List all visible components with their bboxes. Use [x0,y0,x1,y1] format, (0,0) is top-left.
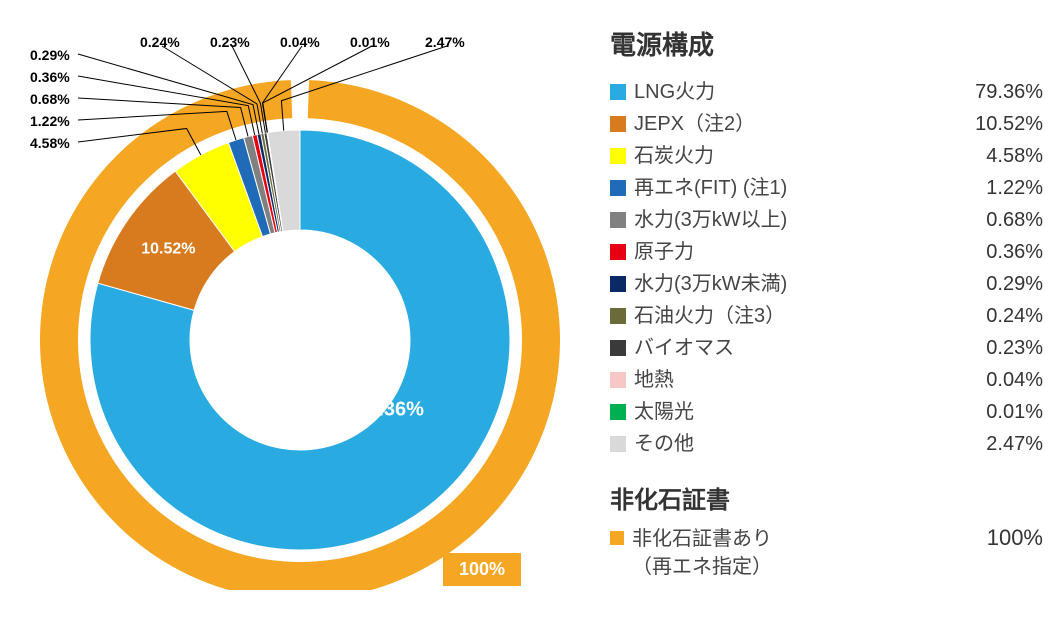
legend-row: 石炭火力4.58% [610,140,1043,172]
legend-swatch [610,148,626,164]
legend-row: 再エネ(FIT) (注1)1.22% [610,172,1043,204]
callout-label: 0.24% [140,34,180,50]
legend-label: 石炭火力 [634,140,943,172]
callout-label: 0.36% [30,69,70,85]
callout-label: 0.68% [30,91,70,107]
legend-label: 地熱 [634,364,943,396]
legend-value: 79.36% [943,76,1043,108]
legend-row: 水力(3万kW未満)0.29% [610,268,1043,300]
legend-value: 4.58% [943,140,1043,172]
legend-swatch [610,212,626,228]
legend-row: JEPX（注2）10.52% [610,108,1043,140]
legend-row: バイオマス0.23% [610,332,1043,364]
legend-value: 0.23% [943,332,1043,364]
callout-label: 4.58% [30,135,70,151]
legend-value: 2.47% [943,428,1043,460]
legend-label: その他 [634,428,943,460]
legend-section2-value: 100% [943,525,1043,551]
legend-swatch [610,404,626,420]
callout-label: 0.23% [210,34,250,50]
legend-swatch [610,308,626,324]
legend-swatch [610,340,626,356]
legend-swatch [610,276,626,292]
callout-label: 2.47% [425,34,465,50]
callout-label: 0.01% [350,34,390,50]
callout-label: 1.22% [30,113,70,129]
legend-label: バイオマス [634,332,943,364]
legend-swatch [610,244,626,260]
callout-label: 0.04% [280,34,320,50]
outer-ring-badge: 100% [443,553,521,586]
legend-section2-row: 非化石証書あり（再エネ指定）100% [610,525,1043,581]
legend-value: 10.52% [943,108,1043,140]
legend-row: LNG火力79.36% [610,76,1043,108]
legend-value: 0.36% [943,236,1043,268]
legend-row: 地熱0.04% [610,364,1043,396]
legend-row: 水力(3万kW以上)0.68% [610,204,1043,236]
legend-value: 0.24% [943,300,1043,332]
legend-row: 石油火力（注3）0.24% [610,300,1043,332]
legend-label: 石油火力（注3） [634,300,943,332]
legend-swatch [610,84,626,100]
legend-swatch [610,436,626,452]
legend-label: JEPX（注2） [634,108,943,140]
donut-chart: 79.36% 10.52% 100% 4.58% 1.22% 0.68% 0.36% 0.… [20,20,580,612]
legend-value: 0.01% [943,396,1043,428]
legend-title: 電源構成 [610,25,1043,62]
legend-section2-title: 非化石証書 [610,480,1043,515]
legend-panel: 電源構成 LNG火力79.36%JEPX（注2）10.52%石炭火力4.58%再… [580,20,1043,612]
legend-label: 水力(3万kW以上) [634,204,943,236]
legend-value: 0.68% [943,204,1043,236]
legend-label: 原子力 [634,236,943,268]
legend-row: 原子力0.36% [610,236,1043,268]
legend-swatch [610,180,626,196]
legend-swatch [610,372,626,388]
legend-label: 太陽光 [634,396,943,428]
chart-svg: 79.36% 10.52% [20,20,580,590]
legend-section2-label: 非化石証書あり（再エネ指定） [632,525,943,581]
legend-label: LNG火力 [634,76,943,108]
callout-label: 0.29% [30,47,70,63]
legend-label: 再エネ(FIT) (注1) [634,172,943,204]
legend-value: 0.29% [943,268,1043,300]
slice-label: 10.52% [141,240,195,257]
legend-row: その他2.47% [610,428,1043,460]
legend-swatch [610,116,626,132]
legend-label: 水力(3万kW未満) [634,268,943,300]
legend-swatch [610,531,624,545]
legend-row: 太陽光0.01% [610,396,1043,428]
legend-value: 1.22% [943,172,1043,204]
slice-label: 79.36% [356,398,424,420]
legend-value: 0.04% [943,364,1043,396]
